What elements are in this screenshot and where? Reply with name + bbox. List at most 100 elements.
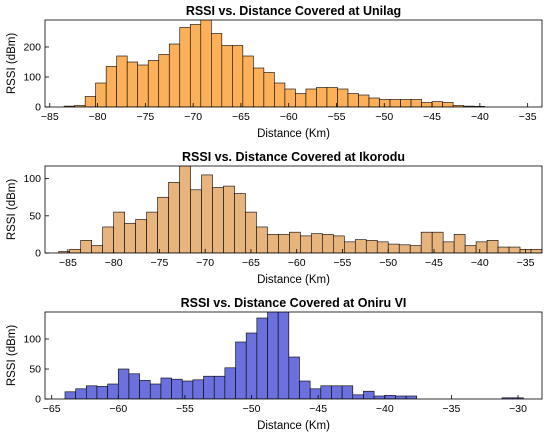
- histogram-bar: [316, 87, 328, 107]
- histogram-bar: [277, 312, 290, 399]
- histogram-bar: [203, 375, 215, 399]
- x-tick-label: −65: [242, 257, 260, 269]
- histogram-bar: [431, 101, 443, 107]
- x-tick-label: −55: [334, 257, 352, 269]
- histogram-bar: [84, 96, 96, 107]
- histogram-bar: [475, 241, 488, 253]
- x-tick-label: −80: [89, 111, 107, 123]
- histogram-bar: [320, 385, 332, 399]
- y-tick-label: 100: [23, 173, 41, 185]
- y-tick-label: 0: [35, 248, 41, 260]
- histogram-bar: [442, 102, 454, 107]
- histogram-bar: [91, 245, 103, 253]
- histogram-bar: [365, 240, 378, 253]
- x-tick-label: −40: [471, 257, 489, 269]
- histogram-bar: [409, 245, 422, 253]
- histogram-bar: [267, 234, 279, 253]
- histogram-bar: [420, 231, 433, 253]
- histogram-bar: [343, 241, 356, 253]
- chart-title: RSSI vs. Distance Covered at Ikorodu: [182, 150, 405, 164]
- histogram-bar: [232, 45, 244, 107]
- y-tick-label: 200: [23, 42, 41, 54]
- histogram-bar: [147, 60, 160, 107]
- histogram-bar: [352, 394, 364, 399]
- x-axis-label: Distance (Km): [257, 420, 330, 432]
- x-tick-label: −30: [509, 403, 527, 415]
- x-tick-label: −35: [517, 257, 535, 269]
- x-tick-label: −60: [109, 403, 127, 415]
- histogram-bar: [363, 390, 375, 399]
- histogram-bar: [354, 239, 367, 253]
- histogram-bar: [179, 166, 191, 253]
- histogram-bar: [256, 226, 268, 253]
- histogram-bar: [102, 226, 114, 253]
- histogram-bar: [171, 378, 183, 399]
- x-tick-label: −50: [379, 257, 397, 269]
- histogram-bar: [235, 341, 247, 399]
- histogram-bar: [267, 312, 279, 399]
- histogram-bar: [201, 174, 213, 253]
- x-tick-label: −65: [232, 111, 250, 123]
- x-tick-label: −45: [423, 111, 441, 123]
- histogram-bar: [347, 93, 359, 107]
- histogram-bar: [326, 87, 338, 107]
- histogram-bar: [86, 385, 98, 399]
- histogram-bar: [221, 45, 233, 107]
- histogram-bar: [295, 93, 307, 107]
- histogram-bar: [213, 375, 226, 399]
- y-axis-label: RSSI (dBm): [6, 33, 18, 95]
- histogram-bar: [400, 99, 412, 107]
- histogram-bar: [384, 395, 396, 399]
- histogram-bar: [263, 72, 275, 107]
- histogram-bar: [305, 88, 317, 107]
- histogram-bar: [486, 240, 499, 253]
- histogram-bar: [149, 383, 162, 399]
- histogram-bar: [105, 66, 117, 107]
- histogram-bar: [464, 245, 477, 253]
- histogram-bar: [158, 54, 170, 107]
- histogram-bar: [530, 248, 542, 253]
- histogram-bar: [253, 67, 265, 107]
- histogram-bar: [80, 240, 92, 253]
- histogram-bar: [190, 189, 202, 253]
- x-tick-label: −55: [328, 111, 346, 123]
- histogram-bar: [179, 27, 191, 107]
- histogram-bar: [212, 187, 224, 253]
- histogram-bar: [245, 332, 258, 399]
- histogram-bar: [157, 196, 169, 253]
- histogram-bar: [309, 388, 322, 399]
- histogram-bar: [107, 383, 119, 399]
- histogram-bar: [508, 246, 521, 253]
- x-tick-label: −45: [309, 403, 327, 415]
- x-axis-label: Distance (Km): [257, 128, 330, 140]
- histogram-bar: [368, 97, 380, 107]
- x-tick-label: −60: [280, 111, 298, 123]
- chart-title: RSSI vs. Distance Covered at Oniru VI: [181, 296, 407, 310]
- x-tick-label: −75: [136, 111, 154, 123]
- bar-group: [64, 312, 524, 399]
- histogram-bar: [135, 219, 147, 253]
- histogram-bar: [137, 64, 149, 107]
- histogram-bar: [192, 379, 204, 399]
- x-tick-label: −55: [176, 403, 194, 415]
- histogram-bar: [373, 395, 386, 399]
- histogram-bar: [128, 373, 140, 399]
- x-tick-label: −40: [471, 111, 489, 123]
- chart-title: RSSI vs. Distance Covered at Unilag: [186, 4, 401, 18]
- chart-panel-1: −85 −80 −75 −70 −65 −60 −55 −50 −45 −40 −35 0 100 200…: [6, 4, 543, 140]
- x-tick-label: −45: [425, 257, 443, 269]
- x-tick-label: −60: [288, 257, 306, 269]
- histogram-bar: [288, 356, 300, 399]
- histogram-bar: [146, 211, 158, 253]
- histogram-bar: [256, 317, 268, 399]
- histogram-bar: [160, 377, 172, 399]
- histogram-bar: [442, 241, 455, 253]
- x-tick-label: −85: [59, 257, 77, 269]
- histogram-bar: [64, 391, 76, 399]
- histogram-bar: [189, 24, 202, 107]
- plot-frame: [44, 165, 543, 254]
- x-tick-label: −40: [376, 403, 394, 415]
- histogram-bar: [405, 395, 418, 399]
- histogram-bar: [124, 222, 136, 253]
